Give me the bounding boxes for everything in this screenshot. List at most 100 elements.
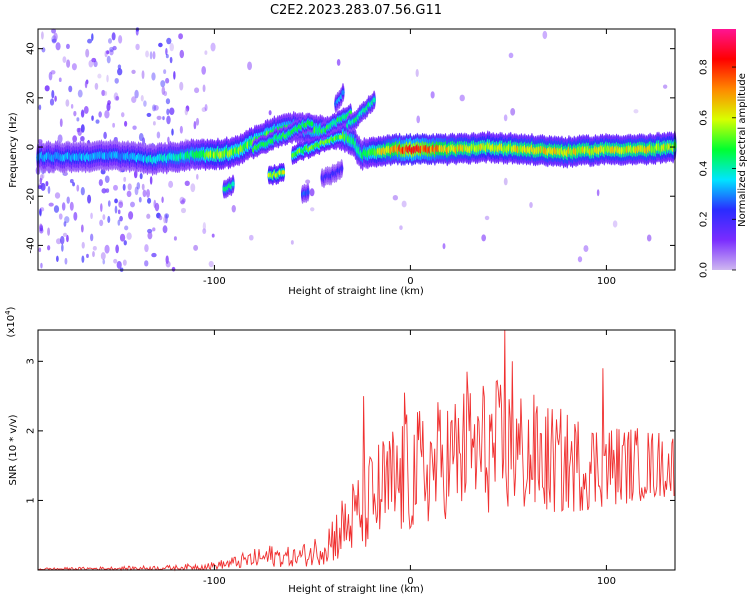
noise-cell [77, 89, 83, 98]
noise-cell [166, 108, 170, 116]
y-tick-label: 0 [26, 144, 37, 150]
noise-cell [151, 252, 157, 258]
noise-cell [134, 89, 139, 99]
noise-cell [114, 77, 119, 84]
noise-cell [126, 232, 132, 240]
noise-cell [633, 109, 639, 114]
x-tick-label: -100 [203, 276, 226, 287]
noise-cell [115, 95, 120, 101]
x-tick-label: -100 [203, 576, 226, 587]
noise-cell [101, 89, 106, 96]
snr-x-axis: -100 0 100 [203, 330, 616, 587]
noise-cell [114, 198, 118, 204]
noise-cell [102, 214, 106, 221]
noise-cell [122, 259, 127, 266]
noise-cell [179, 49, 185, 59]
noise-cell [163, 216, 167, 224]
noise-cell [146, 188, 150, 198]
noise-cell [113, 92, 119, 101]
noise-cell [163, 69, 167, 74]
noise-cell [77, 127, 82, 136]
noise-cell [147, 197, 152, 204]
noise-cell [80, 186, 85, 196]
noise-cell [156, 131, 161, 139]
noise-cell [99, 219, 104, 227]
noise-cell [71, 63, 77, 71]
noise-cell [135, 43, 140, 51]
noise-cell [268, 110, 272, 116]
noise-cell [92, 251, 95, 258]
noise-cell [211, 233, 215, 238]
noise-cell [144, 260, 149, 267]
noise-cell [184, 108, 188, 116]
spectrogram-frame [37, 28, 676, 271]
noise-cell [80, 224, 84, 233]
y-tick-label: -20 [26, 188, 37, 204]
y-tick-label: -40 [26, 237, 37, 253]
noise-cell [114, 205, 118, 214]
snr-y-scale-prefix: (x10 [6, 315, 17, 338]
noise-cell [68, 85, 73, 93]
noise-cell [132, 125, 137, 130]
noise-cell [141, 183, 145, 191]
noise-cell [94, 82, 99, 90]
noise-cell [119, 215, 123, 222]
snr-x-label: Height of straight line (km) [288, 584, 424, 595]
noise-cell [39, 227, 44, 234]
noise-cell [104, 244, 110, 254]
noise-cell [72, 135, 78, 143]
noise-cell [66, 234, 69, 243]
noise-cell [204, 104, 208, 112]
noise-cell [127, 183, 132, 191]
y-tick-label: 40 [26, 42, 37, 55]
noise-cell [45, 180, 49, 187]
noise-cell [88, 60, 94, 68]
noise-cell [50, 70, 56, 75]
snr-y-axis: 1 2 3 [26, 358, 675, 504]
noise-cell [47, 186, 51, 194]
noise-cell [503, 114, 508, 122]
noise-cell [103, 91, 108, 96]
noise-cell [61, 243, 64, 252]
noise-cell [64, 257, 68, 265]
noise-cell [392, 195, 399, 201]
noise-cell [149, 51, 153, 60]
noise-cell [131, 69, 136, 75]
noise-cell [73, 110, 77, 117]
noise-cell [106, 74, 109, 83]
noise-cell [69, 179, 74, 184]
noise-cell [66, 196, 70, 204]
noise-cell [98, 179, 103, 187]
noise-cell [41, 47, 46, 53]
noise-cell [173, 236, 177, 241]
branch-cell [231, 181, 235, 187]
noise-cell [124, 225, 129, 231]
snr-series [37, 329, 675, 572]
noise-cell [196, 173, 199, 180]
noise-cell [39, 207, 45, 212]
noise-cell [56, 238, 62, 245]
noise-cell [128, 211, 134, 220]
noise-cell [529, 201, 533, 209]
noise-cell [162, 116, 165, 121]
noise-cell [107, 38, 113, 44]
noise-cell [123, 176, 127, 182]
noise-cell [48, 202, 54, 207]
noise-cell [91, 33, 94, 41]
noise-cell [167, 136, 170, 144]
noise-cell [39, 208, 42, 216]
snr-plot-area [38, 330, 675, 570]
noise-cell [169, 56, 173, 64]
noise-cell [169, 107, 175, 116]
noise-cell [44, 85, 50, 92]
noise-cell [290, 240, 294, 245]
noise-cell [146, 112, 152, 117]
noise-cell [442, 243, 446, 250]
noise-cell [180, 207, 187, 214]
noise-cell [165, 53, 169, 59]
noise-cell [181, 198, 186, 203]
noise-cell [103, 131, 107, 140]
noise-cell [481, 234, 487, 242]
noise-cell [47, 227, 51, 236]
noise-cell [107, 215, 111, 224]
